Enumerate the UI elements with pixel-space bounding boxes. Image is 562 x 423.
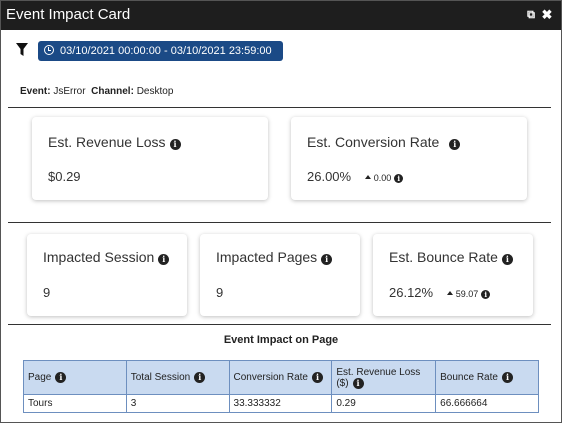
card-value: 26.12% — [389, 285, 434, 300]
card-delta: 59.07 i — [446, 289, 491, 299]
date-range-text: 03/10/2021 00:00:00 - 03/10/2021 23:59:0… — [60, 45, 272, 57]
table-header-row: Page i Total Session i Conversion Rate i Es… — [23, 360, 539, 395]
close-icon[interactable]: ✖ — [541, 7, 553, 22]
info-icon[interactable]: i — [449, 139, 461, 150]
card-label: Est. Conversion Rate — [307, 134, 440, 150]
info-icon[interactable]: i — [312, 372, 323, 383]
info-icon[interactable]: i — [501, 372, 513, 383]
column-header-page[interactable]: Page i — [23, 360, 127, 395]
table-cell: 33.333332 — [228, 394, 333, 413]
table-cell: 66.666664 — [435, 394, 539, 413]
info-icon[interactable]: i — [194, 372, 206, 383]
popout-icon[interactable]: ⧉ — [527, 9, 535, 21]
column-header-label: Conversion Rate — [233, 372, 308, 383]
table-cell: 0.29 — [331, 394, 437, 413]
card-est-bounce-rate: Est. Bounce Rate i 26.12% 59.07 i — [373, 234, 533, 316]
event-meta: Event: JsError Channel: Desktop — [20, 86, 173, 97]
column-header-label: Est. Revenue Loss ($) — [336, 366, 421, 389]
date-range-button[interactable]: 03/10/2021 00:00:00 - 03/10/2021 23:59:0… — [38, 41, 283, 61]
column-header-conversion-rate[interactable]: Conversion Rate i — [228, 360, 333, 395]
column-header-label: Bounce Rate — [440, 372, 498, 383]
divider — [8, 107, 551, 108]
card-label: Impacted Session — [43, 249, 155, 265]
info-icon[interactable]: i — [352, 377, 364, 389]
info-icon[interactable]: i — [394, 174, 404, 183]
info-icon[interactable]: i — [158, 254, 170, 265]
table-cell: 3 — [125, 394, 230, 413]
info-icon[interactable]: i — [55, 372, 67, 383]
filter-row: 03/10/2021 00:00:00 - 03/10/2021 23:59:0… — [1, 39, 561, 63]
column-header-total-session[interactable]: Total Session i — [125, 360, 230, 395]
arrow-up-icon — [446, 291, 453, 295]
info-icon[interactable]: i — [321, 254, 333, 265]
card-est-revenue-loss: Est. Revenue Loss i $0.29 — [32, 117, 268, 200]
card-label: Est. Revenue Loss — [48, 134, 166, 150]
card-delta-value: 59.07 — [455, 289, 479, 299]
column-header-label: Total Session — [130, 372, 191, 383]
card-label: Impacted Pages — [216, 249, 318, 265]
table-title: Event Impact on Page — [223, 334, 339, 346]
card-delta: 0.00 i — [364, 173, 404, 183]
divider — [8, 222, 551, 223]
arrow-up-icon — [364, 175, 371, 179]
column-header-label: Page — [28, 372, 52, 383]
column-header-est-revenue-loss[interactable]: Est. Revenue Loss ($) i — [331, 360, 437, 395]
table-row: Tours 3 33.333332 0.29 66.666664 — [23, 394, 539, 413]
card-impacted-pages: Impacted Pages i 9 — [200, 234, 360, 316]
card-label: Est. Bounce Rate — [389, 249, 498, 265]
channel-value: Desktop — [136, 86, 174, 97]
event-impact-table: Page i Total Session i Conversion Rate i Es… — [23, 360, 539, 413]
card-value: $0.29 — [48, 169, 81, 184]
filter-icon[interactable] — [16, 43, 28, 57]
title-bar: Event Impact Card ⧉ ✖ — [1, 1, 561, 30]
card-value: 9 — [43, 285, 51, 300]
card-value: 9 — [216, 285, 224, 300]
info-icon[interactable]: i — [501, 254, 513, 265]
card-delta-value: 0.00 — [373, 173, 392, 183]
window-title: Event Impact Card — [6, 6, 131, 23]
info-icon[interactable]: i — [481, 290, 491, 299]
info-icon[interactable]: i — [169, 139, 181, 150]
table-cell: Tours — [23, 394, 127, 413]
clock-icon — [44, 45, 54, 55]
card-est-conversion-rate: Est. Conversion Rate i 26.00% 0.00 i — [291, 117, 527, 200]
column-header-bounce-rate[interactable]: Bounce Rate i — [435, 360, 539, 395]
card-value: 26.00% — [307, 169, 352, 184]
divider — [8, 324, 551, 325]
event-value: JsError — [53, 86, 86, 97]
card-impacted-session: Impacted Session i 9 — [27, 234, 187, 316]
event-label: Event: — [20, 86, 51, 97]
channel-label: Channel: — [91, 86, 134, 97]
